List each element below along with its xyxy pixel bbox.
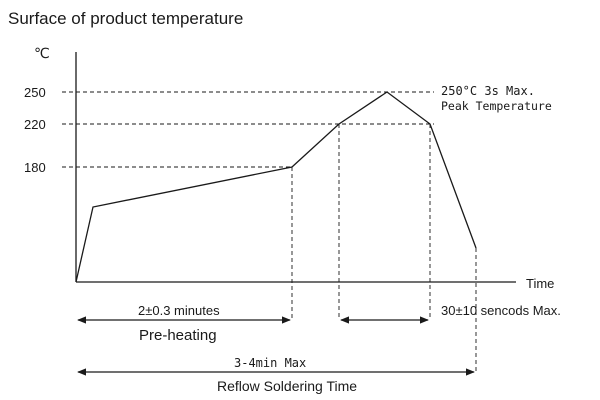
y-tick-label-180: 180 (24, 160, 46, 175)
total-time-label: 3-4min Max (234, 356, 306, 370)
preheat-time-label: 2±0.3 minutes (138, 303, 220, 318)
preheat-label: Pre-heating (139, 327, 217, 344)
peak-temperature-label: Peak Temperature (441, 99, 552, 113)
total-time-caption: Reflow Soldering Time (217, 378, 357, 394)
reflow-zone-time-label: 30±10 sencods Max. (441, 303, 561, 318)
y-tick-label-220: 220 (24, 117, 46, 132)
temperature-profile-line (75, 91, 477, 283)
y-axis-unit: ℃ (34, 45, 50, 61)
peak-limit-label: 250°C 3s Max. (441, 84, 535, 98)
x-axis-label: Time (526, 276, 554, 291)
y-tick-label-250: 250 (24, 85, 46, 100)
diagram-title: Surface of product temperature (8, 9, 243, 28)
